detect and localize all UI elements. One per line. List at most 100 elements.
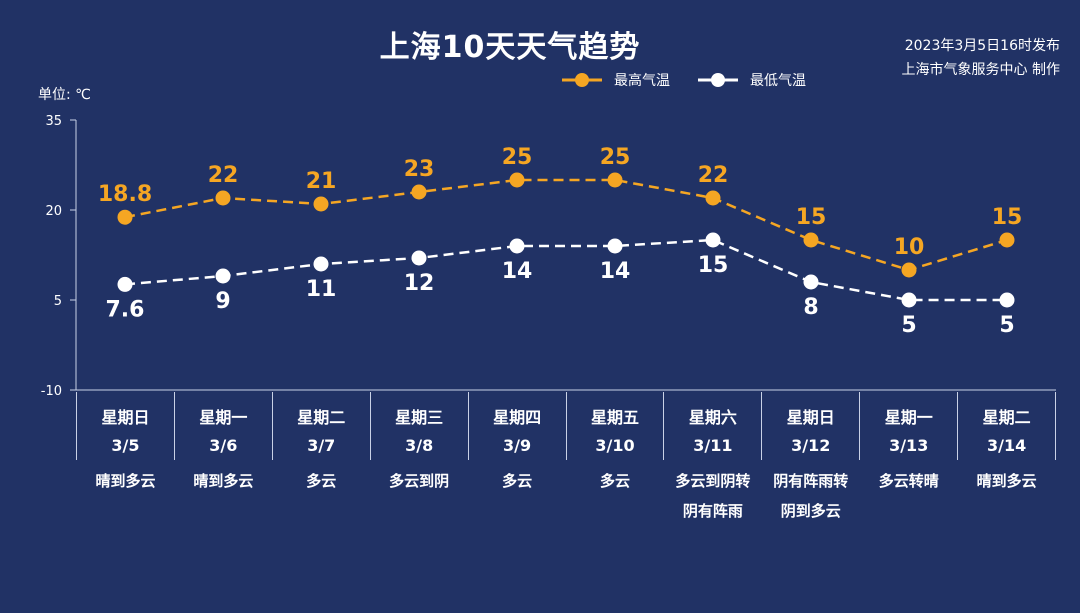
legend-low-marker-icon bbox=[698, 73, 738, 87]
y-tick-label-0: 35 bbox=[45, 114, 62, 129]
day-date: 3/9 bbox=[503, 436, 532, 455]
point-high-1 bbox=[215, 190, 231, 206]
day-weather: 多云到阴 bbox=[389, 472, 450, 490]
day-weekday: 星期四 bbox=[493, 408, 542, 427]
y-tick-label-3: -10 bbox=[41, 384, 62, 399]
day-date: 3/13 bbox=[889, 436, 929, 455]
point-low-0 bbox=[117, 276, 133, 292]
day-weekday: 星期六 bbox=[688, 408, 737, 427]
point-low-7 bbox=[803, 274, 819, 290]
day-date: 3/14 bbox=[986, 436, 1027, 455]
label-high-5: 25 bbox=[600, 145, 631, 170]
day-weekday: 星期一 bbox=[884, 408, 933, 427]
point-low-9 bbox=[999, 292, 1015, 308]
point-high-5 bbox=[607, 172, 623, 188]
point-high-2 bbox=[313, 196, 329, 212]
point-high-7 bbox=[803, 232, 819, 248]
day-column: 星期日 3/12 阴有阵雨转 阴到多云 bbox=[762, 392, 861, 520]
label-high-7: 15 bbox=[796, 205, 827, 230]
day-column: 星期一 3/6 晴到多云 bbox=[175, 392, 273, 490]
point-low-1 bbox=[215, 268, 231, 284]
series-line-low bbox=[124, 238, 1007, 302]
day-weekday: 星期日 bbox=[101, 408, 150, 427]
day-weather: 多云 bbox=[599, 472, 630, 490]
day-date: 3/11 bbox=[693, 436, 733, 455]
day-weather: 阴有阵雨转 阴到多云 bbox=[773, 472, 849, 520]
label-low-4: 14 bbox=[502, 259, 533, 284]
day-column: 星期四 3/9 多云 bbox=[469, 392, 567, 490]
publish-time: 2023年3月5日16时发布 bbox=[904, 38, 1060, 54]
y-tick-label-2: 5 bbox=[54, 294, 62, 309]
point-low-2 bbox=[313, 256, 329, 272]
day-weekday: 星期三 bbox=[395, 408, 444, 427]
day-weather: 晴到多云 bbox=[95, 472, 156, 490]
point-low-4 bbox=[509, 238, 525, 254]
legend-item-low[interactable]: 最低气温 bbox=[698, 70, 806, 90]
label-high-1: 22 bbox=[208, 163, 239, 188]
label-high-2: 21 bbox=[306, 169, 337, 194]
legend-low-label: 最低气温 bbox=[750, 73, 806, 89]
label-high-6: 22 bbox=[698, 163, 729, 188]
point-low-6 bbox=[705, 232, 721, 248]
day-weather: 多云到阴转 阴有阵雨 bbox=[675, 472, 751, 520]
label-low-3: 12 bbox=[404, 271, 435, 296]
label-high-0: 18.8 bbox=[98, 182, 152, 207]
point-high-6 bbox=[705, 190, 721, 206]
label-low-1: 9 bbox=[215, 289, 230, 314]
point-high-0 bbox=[117, 209, 133, 225]
day-date: 3/10 bbox=[595, 436, 635, 455]
day-weather: 晴到多云 bbox=[193, 472, 254, 490]
point-high-4 bbox=[509, 172, 525, 188]
y-tick-label-1: 20 bbox=[45, 204, 62, 219]
day-column: 星期日 3/5 晴到多云 bbox=[76, 392, 175, 490]
label-high-8: 10 bbox=[894, 235, 925, 260]
day-weather: 晴到多云 bbox=[976, 472, 1037, 490]
point-high-8 bbox=[901, 262, 917, 278]
label-low-0: 7.6 bbox=[106, 297, 145, 322]
point-low-3 bbox=[411, 250, 427, 266]
day-date: 3/7 bbox=[307, 436, 336, 455]
day-column: 星期二 3/14 晴到多云 bbox=[958, 392, 1057, 490]
day-columns: 星期日 3/5 晴到多云 星期一 3/6 晴到多云 星期二 3/7 多云 星期三 3/8 多云到阴 星期… bbox=[76, 392, 1057, 522]
day-date: 3/6 bbox=[209, 436, 238, 455]
label-high-3: 23 bbox=[404, 157, 435, 182]
point-low-8 bbox=[901, 292, 917, 308]
day-column: 星期一 3/13 多云转晴 bbox=[860, 392, 959, 490]
label-low-8: 5 bbox=[901, 313, 916, 338]
day-weather: 多云 bbox=[306, 472, 337, 490]
publisher: 上海市气象服务中心 制作 bbox=[901, 62, 1060, 78]
label-low-9: 5 bbox=[999, 313, 1014, 338]
day-weekday: 星期二 bbox=[297, 408, 346, 427]
legend-high-label: 最高气温 bbox=[614, 73, 670, 89]
point-low-5 bbox=[607, 238, 623, 254]
day-column: 星期三 3/8 多云到阴 bbox=[371, 392, 469, 490]
day-weather: 多云 bbox=[502, 472, 533, 490]
day-column: 星期六 3/11 多云到阴转 阴有阵雨 bbox=[664, 392, 763, 520]
series-line-high bbox=[124, 178, 1008, 272]
label-low-6: 15 bbox=[698, 253, 729, 278]
legend: 最高气温 最低气温 bbox=[562, 70, 806, 90]
day-column: 星期二 3/7 多云 bbox=[273, 392, 371, 490]
day-date: 3/8 bbox=[405, 436, 434, 455]
day-date: 3/5 bbox=[111, 436, 140, 455]
day-weekday: 星期日 bbox=[786, 408, 835, 427]
chart-title: 上海10天天气趋势 bbox=[379, 30, 641, 65]
label-high-9: 15 bbox=[992, 205, 1023, 230]
legend-item-high[interactable]: 最高气温 bbox=[562, 70, 670, 90]
day-date: 3/12 bbox=[791, 436, 831, 455]
y-axis-unit: 单位: ℃ bbox=[38, 87, 91, 103]
label-low-5: 14 bbox=[600, 259, 631, 284]
point-high-9 bbox=[999, 232, 1015, 248]
day-weekday: 星期一 bbox=[199, 408, 248, 427]
publish-info: 2023年3月5日16时发布 上海市气象服务中心 制作 bbox=[902, 34, 1060, 82]
label-low-2: 11 bbox=[306, 277, 337, 302]
point-high-3 bbox=[411, 184, 427, 200]
label-low-7: 8 bbox=[803, 295, 818, 320]
day-weekday: 星期五 bbox=[590, 408, 639, 427]
legend-high-marker-icon bbox=[562, 73, 602, 87]
day-weather: 多云转晴 bbox=[878, 472, 939, 490]
day-column: 星期五 3/10 多云 bbox=[567, 392, 665, 490]
day-weekday: 星期二 bbox=[982, 408, 1031, 427]
label-high-4: 25 bbox=[502, 145, 533, 170]
